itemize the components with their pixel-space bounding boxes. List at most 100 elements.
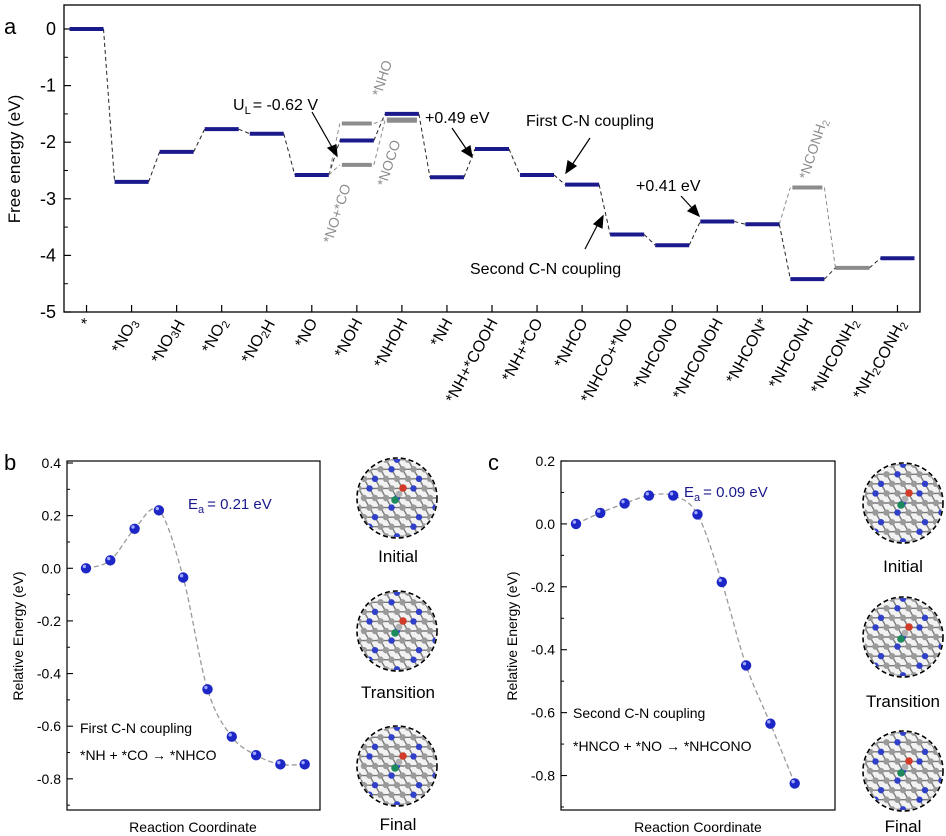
c-point-5: [692, 509, 703, 520]
panel-a-x-tick-label: *NOH: [332, 316, 367, 361]
branch-nocoo-label: *NOCO: [374, 138, 404, 188]
structure-bond: [434, 775, 436, 786]
panel-label-a: a: [4, 14, 17, 39]
second-coupling-arrow-head: [592, 214, 604, 229]
b-y-tick-label: 0.4: [42, 455, 62, 471]
structure-bond: [929, 799, 937, 810]
structure-bond: [423, 659, 431, 670]
structure-c-atom: [866, 767, 874, 775]
structure-border: [862, 596, 944, 678]
structure-c-atom: [894, 528, 901, 535]
structure-c-atom: [388, 753, 395, 760]
b-y-tick-label: -0.2: [37, 613, 61, 629]
step-049-label: +0.49 eV: [425, 110, 490, 127]
structure-n-atom: [899, 464, 907, 468]
structure-n-atom: [899, 672, 907, 676]
structure-c-ads-atom: [901, 629, 909, 637]
structure-c-atom: [905, 662, 912, 669]
panel-a-x-tick-label: *NO3H: [149, 316, 189, 368]
panel-a-connector: [824, 267, 836, 280]
structure-c-atom: [410, 504, 417, 511]
structure-c-atom: [371, 627, 379, 635]
panel-c-y-axis-label: Relative Energy (eV): [504, 571, 520, 700]
b-point-highlight-2: [131, 525, 135, 529]
branch-nconh2-label: *NCONH2: [796, 116, 833, 182]
structure-c-atom: [371, 494, 379, 502]
structure-c-atom: [910, 748, 918, 756]
structure-c-atom: [393, 475, 401, 483]
panel-b-y-axis-label: Relative Energy (eV): [10, 571, 26, 700]
structure-n-atom: [415, 608, 423, 616]
structure-c-atom: [415, 494, 423, 502]
structure-bond: [935, 789, 942, 801]
structure-n-atom: [916, 796, 923, 803]
structure-c-atom: [894, 662, 901, 669]
structure-c-atom: [921, 633, 929, 641]
structure-n-atom: [393, 801, 401, 805]
panel-a-energy-diagram: Free energy (eV) 0-1-2-3-4-5 * *NO3*NO3H *…: [5, 4, 921, 406]
structure-c-atom: [894, 624, 901, 631]
panel-c-note-2: *HNCO + *NO → *NHCONO: [573, 738, 752, 754]
structure-n-atom: [371, 608, 379, 616]
c-y-tick-label: -0.4: [531, 642, 555, 658]
structure-n-atom: [371, 513, 379, 521]
structure-n-atom: [388, 772, 395, 779]
panel-b-ea-label: Ea = 0.21 eV: [188, 496, 272, 516]
structure-n-atom: [371, 781, 379, 789]
structure-bond: [407, 535, 415, 537]
structure-c-atom: [883, 509, 890, 516]
structure-n-atom: [366, 753, 373, 760]
c-y-tick-label: -0.8: [531, 768, 555, 784]
structure-c-atom: [399, 504, 406, 511]
structure-c-atom: [388, 523, 395, 530]
structure-c-atom: [377, 485, 384, 492]
structure-c-atom: [377, 618, 384, 625]
panel-a-y-tick-label: -4: [40, 245, 56, 265]
panel-c-scatter: Relative Energy (eV) Reaction Coordinate…: [504, 453, 940, 836]
first-coupling-label: First C-N coupling: [526, 113, 654, 130]
structure-c-atom: [883, 490, 890, 497]
structure-n-atom: [393, 459, 401, 463]
structure-bond: [929, 531, 937, 542]
b-point-highlight-8: [277, 760, 281, 765]
structure-c-atom: [360, 494, 368, 502]
panel-a-branch-connector: [328, 164, 341, 176]
b-point-highlight-3: [155, 506, 159, 511]
ul-arrow-head: [326, 144, 338, 158]
panel-a-x-tick-label: *NH+*CO: [499, 316, 546, 385]
structure-c-atom: [421, 637, 428, 644]
limiting-potential-label: UL = -0.62 V: [233, 97, 318, 117]
structure-o-atom: [905, 623, 913, 631]
structure-n-atom: [371, 743, 379, 751]
structure-c-atom: [883, 739, 890, 746]
c-point-8: [765, 718, 776, 729]
structure-bond: [385, 668, 393, 670]
structure-bond: [434, 507, 436, 518]
c-point-9: [789, 778, 800, 789]
structure-c-atom: [932, 767, 940, 775]
structure-n-atom: [388, 599, 395, 606]
structure-n-atom: [916, 490, 923, 497]
second-coupling-arrow-line: [584, 223, 599, 250]
structure-o-atom: [399, 752, 407, 760]
structure-c-atom: [382, 475, 390, 483]
panel-c-note-1: Second C-N coupling: [573, 705, 705, 721]
panel-a-connector: [869, 257, 881, 269]
panel-a-branch-connector: [373, 120, 386, 165]
structure-c-atom: [393, 646, 401, 654]
structure-n-atom: [415, 513, 423, 521]
structure-c-atom: [366, 504, 373, 511]
panel-a-x-tick-label: *NHCON*: [723, 316, 771, 387]
panel-a-connector: [778, 224, 791, 280]
structure-c-atom: [927, 490, 934, 497]
c-point-highlight-0: [572, 520, 577, 524]
structure-c-atom: [888, 633, 896, 641]
structure-c-ads-atom: [395, 490, 403, 498]
structure-c-atom: [883, 471, 890, 478]
panel-a-connector: [238, 128, 250, 135]
b-point-9: [299, 759, 310, 770]
structure-c-atom: [910, 499, 918, 507]
structure-c-atom: [883, 796, 890, 803]
structure-c-atom: [377, 637, 384, 644]
c-y-tick-label: 0.2: [536, 453, 556, 469]
